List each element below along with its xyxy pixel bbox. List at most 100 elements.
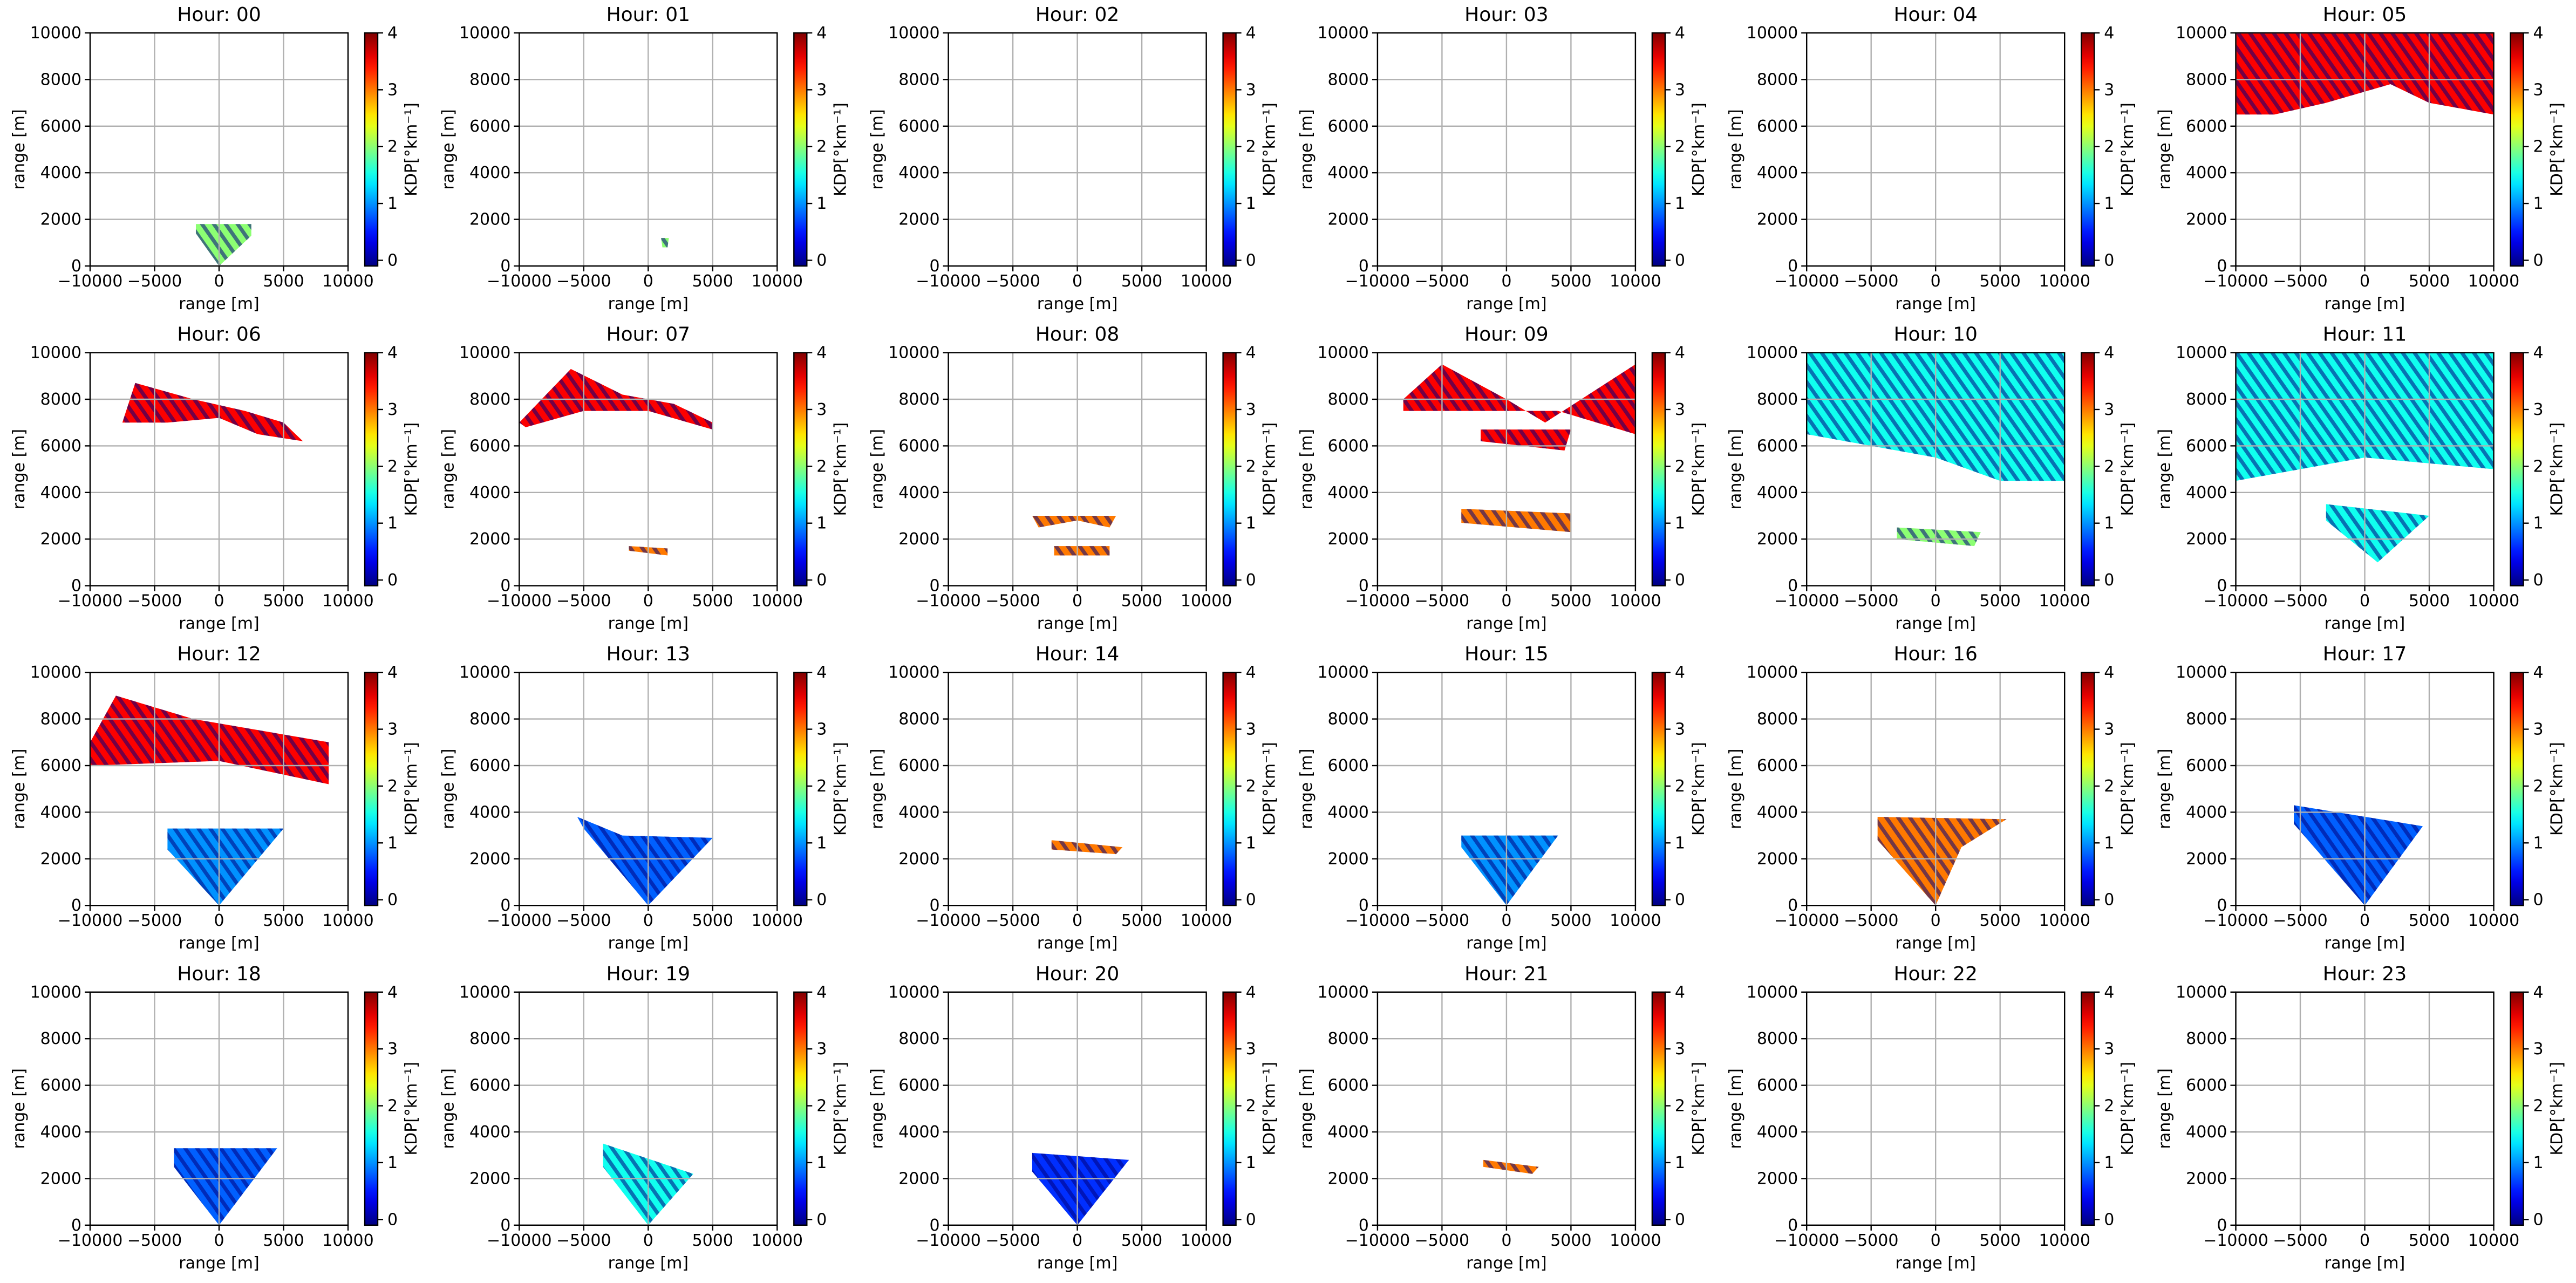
x-tick-label: −5000: [556, 911, 611, 930]
subplot-title: Hour: 05: [2323, 4, 2407, 26]
x-tick-label: 5000: [2409, 272, 2450, 291]
x-tick-label: −10000: [1774, 911, 1839, 930]
colorbar-tick-label: 3: [1246, 80, 1256, 99]
subplot: Hour: 12 −10000 −5000 0 5000 10000 0 2000 4000 60…: [10, 643, 421, 953]
y-tick-label: 4000: [1757, 163, 1798, 182]
y-tick-label: 0: [71, 896, 81, 915]
colorbar-label: KDP[°km⁻¹]: [831, 422, 850, 516]
y-tick-label: 6000: [1328, 1076, 1369, 1095]
y-tick-label: 8000: [2186, 710, 2227, 729]
x-tick-label: −10000: [487, 592, 552, 611]
y-tick-label: 2000: [40, 850, 81, 869]
colorbar: [2510, 991, 2524, 1226]
colorbar-tick-label: 0: [816, 891, 827, 910]
y-tick-label: 4000: [40, 1123, 81, 1142]
y-tick-label: 4000: [1757, 1123, 1798, 1142]
x-tick-label: −10000: [58, 1231, 123, 1250]
colorbar-tick-label: 1: [1675, 194, 1685, 213]
y-tick-label: 0: [500, 896, 510, 915]
x-tick-label: 5000: [263, 911, 304, 930]
x-tick-label: 10000: [1610, 592, 1661, 611]
colorbar-tick-label: 0: [2104, 891, 2114, 910]
colorbar-tick-label: 1: [387, 1154, 398, 1172]
colorbar-tick-label: 0: [2104, 251, 2114, 270]
subplot: Hour: 01 −10000 −5000 0 5000 10000 0 2000 4000 60…: [439, 4, 850, 313]
y-tick-label: 8000: [2186, 1029, 2227, 1048]
colorbar-tick-label: 0: [816, 571, 827, 590]
x-tick-label: −5000: [2273, 272, 2327, 291]
y-tick-label: 8000: [898, 710, 939, 729]
x-axis-label: range [m]: [608, 615, 689, 633]
y-tick-label: 8000: [1757, 1029, 1798, 1048]
subplot-title: Hour: 02: [1035, 4, 1119, 26]
y-axis-label: range [m]: [1297, 748, 1316, 829]
x-tick-label: 10000: [322, 911, 373, 930]
colorbar-label: KDP[°km⁻¹]: [1260, 742, 1279, 836]
x-tick-label: 0: [643, 592, 653, 611]
y-tick-label: 4000: [1328, 163, 1369, 182]
y-tick-label: 10000: [459, 663, 510, 682]
y-tick-label: 6000: [40, 117, 81, 136]
x-tick-label: 0: [1072, 592, 1082, 611]
colorbar-tick-label: 4: [1675, 344, 1685, 363]
colorbar-tick-label: 4: [2104, 24, 2114, 43]
x-tick-label: −5000: [2273, 592, 2327, 611]
y-tick-label: 0: [500, 1216, 510, 1235]
x-tick-label: 5000: [1980, 911, 2021, 930]
colorbar-label: KDP[°km⁻¹]: [831, 742, 850, 836]
colorbar: [1222, 991, 1237, 1226]
colorbar-tick-label: 1: [2533, 514, 2544, 533]
colorbar: [2080, 352, 2095, 586]
y-tick-label: 2000: [2186, 850, 2227, 869]
x-tick-label: −5000: [127, 1231, 182, 1250]
colorbar-tick-label: 4: [387, 663, 398, 682]
colorbar-tick-label: 3: [1675, 720, 1685, 739]
y-tick-label: 8000: [2186, 70, 2227, 89]
x-axis-label: range [m]: [1895, 615, 1975, 633]
y-axis-label: range [m]: [1297, 109, 1316, 189]
x-tick-label: 10000: [2039, 911, 2090, 930]
subplot-title: Hour: 04: [1893, 4, 1977, 26]
colorbar-label: KDP[°km⁻¹]: [1260, 1062, 1279, 1156]
y-tick-label: 10000: [888, 983, 939, 1002]
axes-frame: [1376, 671, 1637, 906]
colorbar-tick-label: 4: [816, 663, 827, 682]
subplot: Hour: 23 −10000 −5000 0 5000 10000 0 2000 4000 60…: [2156, 963, 2567, 1273]
y-tick-label: 6000: [469, 756, 510, 775]
x-tick-label: 5000: [2409, 911, 2450, 930]
colorbar-tick-label: 3: [387, 1040, 398, 1059]
colorbar-label: KDP[°km⁻¹]: [2548, 1062, 2567, 1156]
x-tick-label: 10000: [1610, 911, 1661, 930]
x-tick-label: −5000: [1415, 272, 1469, 291]
subplot-title: Hour: 13: [606, 643, 690, 665]
x-tick-label: 5000: [1550, 1231, 1591, 1250]
colorbar-tick-label: 2: [1246, 457, 1256, 476]
y-tick-label: 8000: [1328, 390, 1369, 409]
x-tick-label: −5000: [556, 1231, 611, 1250]
x-tick-label: −5000: [127, 592, 182, 611]
y-tick-label: 2000: [1757, 1169, 1798, 1188]
echo-texture: [122, 383, 303, 441]
y-axis-label: range [m]: [10, 748, 29, 829]
y-tick-label: 8000: [469, 1029, 510, 1048]
subplot-title: Hour: 20: [1035, 963, 1119, 985]
x-tick-label: 5000: [1550, 272, 1591, 291]
x-axis-label: range [m]: [1037, 1254, 1117, 1273]
x-tick-label: 10000: [752, 272, 803, 291]
x-tick-label: 10000: [752, 911, 803, 930]
y-tick-label: 0: [1359, 577, 1369, 596]
x-axis-label: range [m]: [2325, 615, 2405, 633]
colorbar-tick-label: 2: [1675, 777, 1685, 796]
y-tick-label: 2000: [1757, 530, 1798, 549]
colorbar: [793, 32, 808, 267]
colorbar-tick-label: 3: [1675, 80, 1685, 99]
colorbar-tick-label: 4: [1246, 24, 1256, 43]
x-tick-label: −5000: [1415, 592, 1469, 611]
data-layer: [577, 817, 713, 906]
colorbar-tick-label: 2: [387, 457, 398, 476]
x-tick-label: 0: [1501, 272, 1511, 291]
y-tick-label: 10000: [1317, 663, 1368, 682]
subplot-title: Hour: 19: [606, 963, 690, 985]
y-axis-label: range [m]: [2156, 429, 2175, 509]
x-axis-label: range [m]: [2325, 295, 2405, 313]
